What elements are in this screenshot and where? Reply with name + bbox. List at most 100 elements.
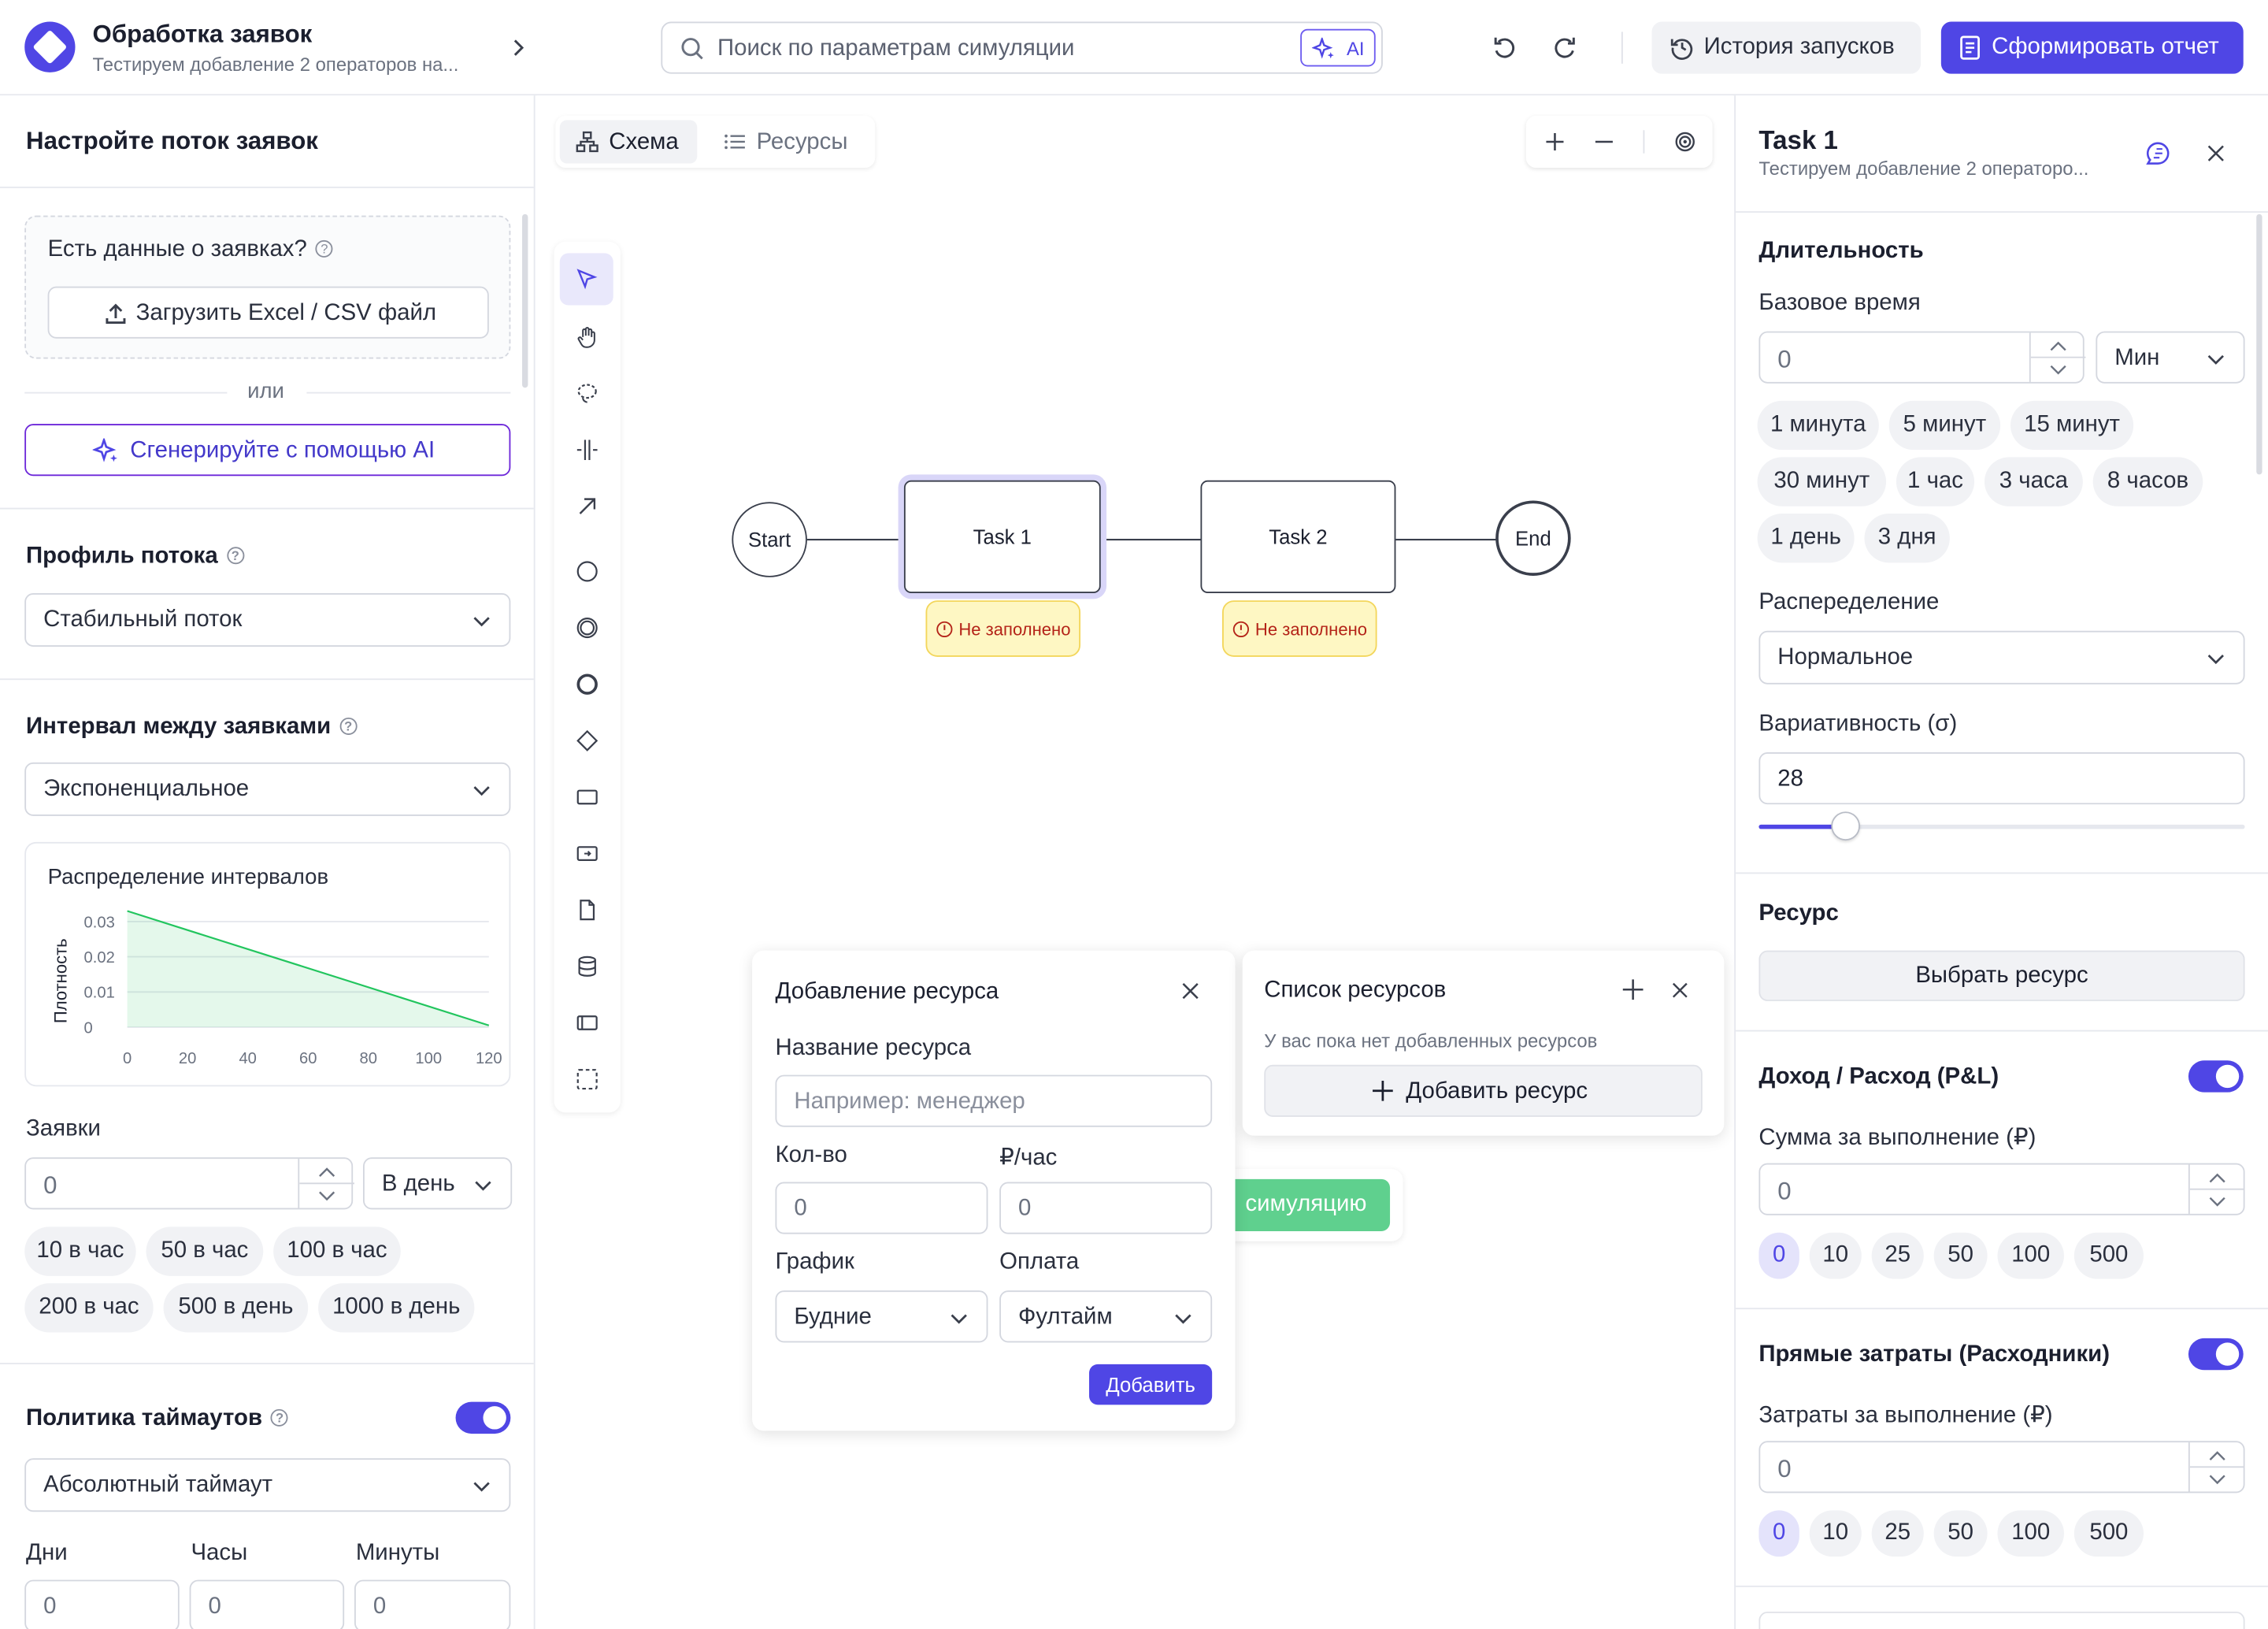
ai-generate-button[interactable]: Сгенерируйте с помощью AI bbox=[24, 424, 511, 477]
help-icon[interactable]: ? bbox=[271, 1408, 289, 1427]
close-icon[interactable] bbox=[1670, 981, 1689, 1000]
hours-input[interactable]: 0 bbox=[189, 1579, 345, 1629]
database-icon[interactable] bbox=[576, 955, 598, 978]
amount-chip[interactable]: 25 bbox=[1871, 1232, 1924, 1279]
report-button[interactable]: Сформировать отчет bbox=[1940, 21, 2244, 74]
plus-icon[interactable] bbox=[1621, 978, 1644, 1001]
task1-warning-badge[interactable]: Не заполнено bbox=[925, 600, 1081, 657]
add-resource-submit-button[interactable]: Добавить bbox=[1089, 1364, 1213, 1405]
preset-chip[interactable]: 200 в час bbox=[24, 1283, 154, 1333]
rate-input[interactable]: 0 bbox=[999, 1182, 1213, 1234]
time-preset-chip[interactable]: 3 дня bbox=[1864, 513, 1950, 563]
amount-chip[interactable]: 0 bbox=[1758, 1510, 1799, 1557]
start-node[interactable]: Start bbox=[732, 502, 807, 577]
help-icon[interactable]: ? bbox=[226, 547, 244, 565]
amount-chip[interactable]: 0 bbox=[1758, 1232, 1799, 1279]
time-unit-select[interactable]: Мин bbox=[2096, 331, 2245, 384]
task1-node[interactable]: Task 1 bbox=[903, 480, 1101, 594]
direct-sum-input[interactable]: 0 bbox=[1758, 1441, 2245, 1494]
interval-select[interactable]: Экспоненциальное bbox=[24, 762, 511, 816]
time-preset-chip[interactable]: 30 минут bbox=[1757, 457, 1887, 507]
minutes-input[interactable]: 0 bbox=[354, 1579, 511, 1629]
requests-period-select[interactable]: В день bbox=[363, 1157, 513, 1210]
flow-profile-select[interactable]: Стабильный поток bbox=[24, 593, 511, 647]
choose-resource-button[interactable]: Выбрать ресурс bbox=[1758, 950, 2245, 1001]
direct-costs-toggle[interactable] bbox=[2188, 1338, 2244, 1371]
base-time-stepper[interactable] bbox=[2029, 332, 2086, 382]
intermediate-event-icon[interactable] bbox=[576, 616, 598, 639]
pnl-toggle[interactable] bbox=[2188, 1060, 2244, 1093]
close-icon[interactable] bbox=[2206, 143, 2226, 164]
amount-chip[interactable]: 500 bbox=[2073, 1510, 2144, 1557]
upload-file-button[interactable]: Загрузить Excel / CSV файл bbox=[47, 286, 489, 339]
timeout-select[interactable]: Абсолютный таймаут bbox=[24, 1458, 511, 1512]
time-preset-chip[interactable]: 15 минут bbox=[2010, 400, 2134, 451]
preset-chip[interactable]: 500 в день bbox=[163, 1283, 309, 1333]
preset-chip[interactable]: 100 в час bbox=[273, 1226, 401, 1276]
schedule-select[interactable]: Будние bbox=[775, 1290, 988, 1343]
resource-name-input[interactable]: Например: менеджер bbox=[775, 1074, 1213, 1127]
add-resource-button[interactable]: Добавить ресурс bbox=[1264, 1064, 1703, 1117]
task2-warning-badge[interactable]: Не заполнено bbox=[1222, 600, 1377, 657]
preset-chip[interactable]: 1000 в день bbox=[318, 1283, 475, 1333]
fit-view-icon[interactable] bbox=[1673, 130, 1696, 153]
preset-chip[interactable]: 10 в час bbox=[24, 1226, 136, 1276]
variability-slider-handle[interactable] bbox=[1832, 811, 1861, 841]
redo-icon[interactable] bbox=[1552, 35, 1578, 61]
direct-stepper[interactable] bbox=[2188, 1442, 2245, 1492]
time-preset-chip[interactable]: 1 минута bbox=[1757, 400, 1879, 451]
history-button[interactable]: История запусков bbox=[1651, 21, 1922, 74]
amount-chip[interactable]: 50 bbox=[1933, 1510, 1988, 1557]
group-icon[interactable] bbox=[576, 1067, 598, 1090]
lasso-icon[interactable] bbox=[576, 382, 598, 405]
comment-icon[interactable] bbox=[2145, 140, 2171, 166]
zoom-in-icon[interactable] bbox=[1544, 130, 1566, 153]
pool-icon[interactable] bbox=[576, 1011, 598, 1034]
hand-icon[interactable] bbox=[576, 325, 598, 348]
tab-schema[interactable]: Схема bbox=[559, 120, 698, 164]
distribution-select[interactable]: Нормальное bbox=[1758, 630, 2245, 685]
arrow-icon[interactable] bbox=[576, 495, 598, 518]
base-time-input[interactable]: 0 bbox=[1758, 331, 2086, 384]
start-event-icon[interactable] bbox=[576, 560, 598, 583]
requests-stepper[interactable] bbox=[298, 1159, 354, 1208]
qty-input[interactable]: 0 bbox=[775, 1182, 988, 1234]
amount-chip[interactable]: 25 bbox=[1871, 1510, 1924, 1557]
variability-input[interactable]: 28 bbox=[1758, 752, 2245, 805]
data-object-icon[interactable] bbox=[576, 899, 598, 922]
amount-chip[interactable]: 100 bbox=[1997, 1232, 2064, 1279]
time-preset-chip[interactable]: 8 часов bbox=[2092, 457, 2203, 507]
task2-node[interactable]: Task 2 bbox=[1200, 480, 1396, 594]
payment-select[interactable]: Фултайм bbox=[999, 1290, 1213, 1343]
zoom-out-icon[interactable] bbox=[1592, 130, 1615, 153]
next-section-field[interactable] bbox=[1758, 1611, 2245, 1629]
chevron-right-icon[interactable] bbox=[510, 36, 527, 59]
time-preset-chip[interactable]: 3 часа bbox=[1984, 457, 2083, 507]
end-node[interactable]: End bbox=[1495, 500, 1571, 576]
timeout-toggle[interactable] bbox=[455, 1401, 511, 1434]
help-icon[interactable]: ? bbox=[339, 717, 358, 735]
amount-chip[interactable]: 500 bbox=[2073, 1232, 2144, 1279]
select-tool[interactable] bbox=[559, 253, 613, 306]
days-input[interactable]: 0 bbox=[24, 1579, 180, 1629]
gateway-icon[interactable] bbox=[576, 729, 598, 752]
preset-chip[interactable]: 50 в час bbox=[146, 1226, 264, 1276]
close-icon[interactable] bbox=[1180, 981, 1201, 1001]
time-preset-chip[interactable]: 1 день bbox=[1757, 513, 1855, 563]
amount-chip[interactable]: 10 bbox=[1809, 1232, 1862, 1279]
scrollbar[interactable] bbox=[522, 213, 528, 388]
subprocess-icon[interactable] bbox=[576, 842, 598, 865]
split-icon[interactable] bbox=[576, 438, 598, 461]
variability-slider-track[interactable] bbox=[1758, 811, 2245, 841]
tab-resources[interactable]: Ресурсы bbox=[719, 120, 871, 163]
task-icon[interactable] bbox=[576, 785, 598, 808]
pnl-sum-input[interactable]: 0 bbox=[1758, 1163, 2245, 1215]
time-preset-chip[interactable]: 1 час bbox=[1896, 457, 1975, 507]
ai-search-button[interactable]: AI bbox=[1300, 28, 1376, 67]
time-preset-chip[interactable]: 5 минут bbox=[1888, 400, 2001, 451]
search-input[interactable]: Поиск по параметрам симуляции AI bbox=[661, 21, 1383, 74]
amount-chip[interactable]: 50 bbox=[1933, 1232, 1988, 1279]
app-logo[interactable] bbox=[24, 21, 76, 72]
amount-chip[interactable]: 10 bbox=[1809, 1510, 1862, 1557]
help-icon[interactable]: ? bbox=[315, 239, 333, 258]
